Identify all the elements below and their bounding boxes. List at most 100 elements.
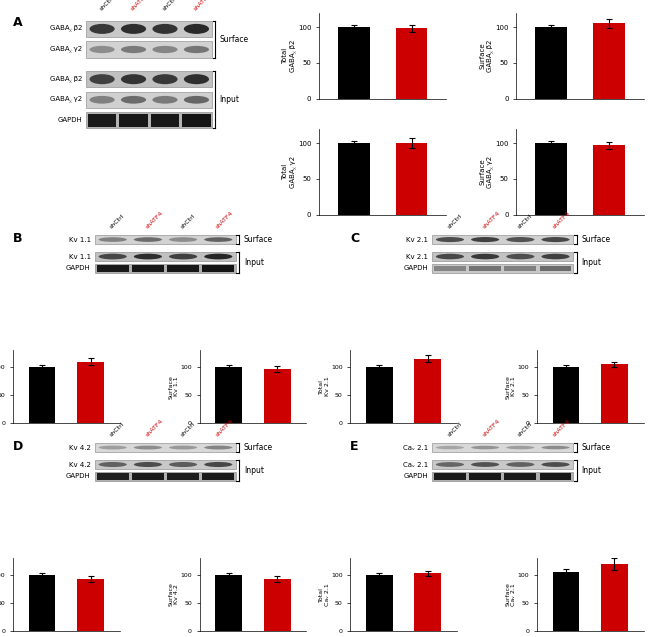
Text: Input: Input	[244, 466, 264, 475]
Bar	[132, 265, 164, 272]
Ellipse shape	[436, 462, 464, 467]
Y-axis label: Surface
GABA⁁ γ2: Surface GABA⁁ γ2	[480, 155, 494, 188]
Ellipse shape	[436, 446, 464, 449]
Bar	[167, 265, 199, 272]
Bar	[540, 473, 571, 480]
Bar	[366, 575, 393, 631]
Text: A: A	[13, 16, 23, 29]
Ellipse shape	[541, 462, 569, 467]
Bar	[552, 367, 579, 423]
Ellipse shape	[184, 74, 209, 84]
Ellipse shape	[152, 74, 177, 84]
Bar	[95, 443, 236, 452]
Ellipse shape	[152, 46, 177, 53]
Text: shATF4: shATF4	[214, 210, 234, 230]
Ellipse shape	[169, 446, 197, 450]
Ellipse shape	[134, 446, 162, 450]
Bar	[88, 114, 116, 127]
Text: shCtrl: shCtrl	[161, 0, 178, 11]
Text: shCtrl: shCtrl	[99, 0, 115, 11]
Ellipse shape	[99, 446, 127, 450]
Text: shATF4: shATF4	[193, 0, 213, 11]
Bar	[215, 575, 242, 631]
Y-axis label: Surface
Kv 4.2: Surface Kv 4.2	[168, 583, 179, 606]
Ellipse shape	[134, 462, 162, 467]
Y-axis label: Total
GABA⁁ γ2: Total GABA⁁ γ2	[283, 155, 296, 188]
Ellipse shape	[90, 96, 114, 104]
Text: shATF4: shATF4	[482, 419, 501, 438]
Ellipse shape	[121, 24, 146, 34]
Bar	[95, 235, 236, 244]
Text: shCtrl: shCtrl	[517, 213, 534, 230]
Y-axis label: Total
GABA⁁ β2: Total GABA⁁ β2	[283, 39, 296, 72]
Bar	[86, 41, 212, 57]
Bar	[338, 27, 370, 99]
Ellipse shape	[99, 254, 127, 259]
Ellipse shape	[90, 24, 114, 34]
Text: shATF4: shATF4	[552, 419, 571, 438]
Bar	[120, 114, 148, 127]
Text: shCtrl: shCtrl	[447, 421, 463, 438]
Bar	[86, 92, 212, 108]
Bar	[77, 362, 104, 423]
Ellipse shape	[152, 24, 177, 34]
Ellipse shape	[436, 254, 464, 259]
Bar	[434, 473, 466, 480]
Text: Input: Input	[581, 466, 601, 475]
Ellipse shape	[471, 446, 499, 449]
Bar	[434, 266, 466, 271]
Text: shCtrl: shCtrl	[109, 213, 126, 230]
Bar	[601, 564, 628, 631]
Ellipse shape	[204, 446, 232, 450]
Text: D: D	[13, 440, 23, 453]
Ellipse shape	[121, 96, 146, 104]
Bar	[415, 359, 441, 423]
Bar	[77, 579, 104, 631]
Ellipse shape	[90, 46, 114, 53]
Bar	[469, 266, 501, 271]
Bar	[535, 143, 567, 215]
Ellipse shape	[204, 254, 232, 259]
Bar	[202, 473, 234, 480]
Bar	[95, 471, 236, 481]
Ellipse shape	[436, 237, 464, 242]
Ellipse shape	[152, 96, 177, 104]
Text: Kv 4.2: Kv 4.2	[69, 445, 91, 450]
Bar	[202, 265, 234, 272]
Y-axis label: Surface
Kv 1.1: Surface Kv 1.1	[168, 375, 179, 399]
Bar	[167, 473, 199, 480]
Bar	[97, 473, 129, 480]
Ellipse shape	[90, 74, 114, 84]
Text: Kv 2.1: Kv 2.1	[406, 254, 428, 259]
Text: Kv 1.1: Kv 1.1	[69, 236, 91, 243]
Text: shCtrl: shCtrl	[109, 421, 126, 438]
Bar	[432, 471, 573, 481]
Bar	[86, 21, 212, 37]
Text: Caᵥ 2.1: Caᵥ 2.1	[403, 445, 428, 450]
Ellipse shape	[541, 254, 569, 259]
Text: B: B	[13, 232, 23, 245]
Ellipse shape	[184, 24, 209, 34]
Bar	[396, 29, 428, 99]
Bar	[432, 264, 573, 273]
Bar	[29, 575, 55, 631]
Bar	[504, 266, 536, 271]
Text: shATF4: shATF4	[214, 419, 234, 438]
Bar	[540, 266, 571, 271]
Bar	[601, 364, 628, 423]
Text: shATF4: shATF4	[552, 210, 571, 230]
Text: Surface: Surface	[219, 34, 248, 44]
Ellipse shape	[541, 446, 569, 449]
Bar	[415, 573, 441, 631]
Ellipse shape	[471, 462, 499, 467]
Y-axis label: Surface
Kv 2.1: Surface Kv 2.1	[506, 375, 516, 399]
Bar	[29, 367, 55, 423]
Bar	[535, 27, 567, 99]
Text: GABA⁁ β2: GABA⁁ β2	[50, 25, 83, 32]
Ellipse shape	[169, 462, 197, 467]
Ellipse shape	[134, 237, 162, 242]
Bar	[132, 473, 164, 480]
Y-axis label: Total
Caᵥ 2.1: Total Caᵥ 2.1	[318, 583, 330, 606]
Bar	[215, 367, 242, 423]
Text: Input: Input	[581, 258, 601, 267]
